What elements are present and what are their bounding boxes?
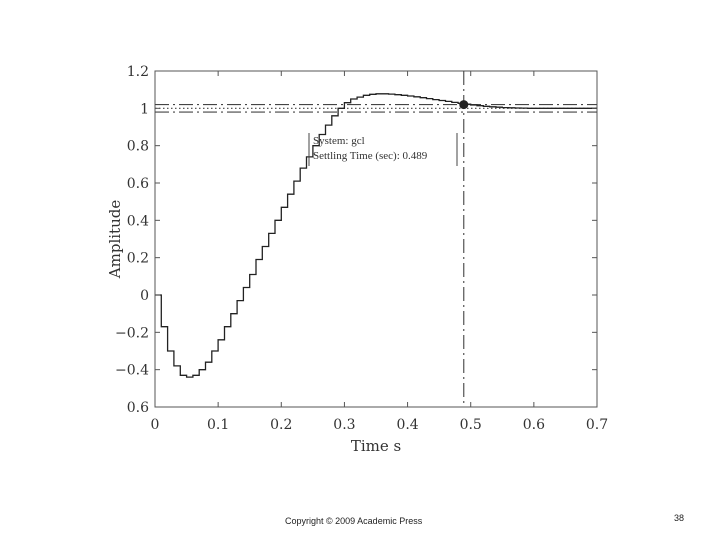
- y-tick-label: −0.4: [115, 363, 149, 379]
- y-tick-label: 0.6: [127, 400, 149, 416]
- annotation-settling-text: Settling Time (sec): 0.489: [313, 150, 428, 162]
- settling-time-annotation: System: gcl Settling Time (sec): 0.489: [308, 133, 458, 166]
- y-tick-label: 0: [140, 288, 149, 304]
- x-tick-label: 0.2: [270, 417, 292, 433]
- x-tick-label: 0.7: [586, 417, 608, 433]
- y-tick-label: 0.2: [127, 251, 149, 267]
- x-tick-label: 0.6: [523, 417, 545, 433]
- plot-area: [154, 70, 598, 408]
- x-tick-label: 0: [151, 417, 160, 433]
- x-tick-label: 0.5: [460, 417, 482, 433]
- x-tick-label: 0.1: [207, 417, 229, 433]
- x-axis-label: Time s: [351, 437, 401, 455]
- y-tick-label: −0.2: [115, 325, 149, 341]
- x-tick-label: 0.3: [333, 417, 355, 433]
- x-tick-label: 0.4: [396, 417, 418, 433]
- settling-time-marker: [459, 100, 469, 110]
- x-axis: 0 0.1 0.2 0.3 0.4 0.5 0.6 0.7: [151, 71, 608, 433]
- annotation-system-text: System: gcl: [313, 135, 365, 147]
- y-axis-label: Amplitude: [106, 200, 124, 280]
- y-tick-label: 0.8: [127, 139, 149, 155]
- copyright-text: Copyright © 2009 Academic Press: [285, 516, 423, 526]
- y-tick-label: 0.6: [127, 176, 149, 192]
- y-tick-label: 1: [140, 101, 149, 117]
- slide-number: 38: [674, 513, 685, 523]
- step-response-line: [155, 93, 597, 378]
- plot-frame: [154, 70, 598, 408]
- y-axis: 0.6 −0.4 −0.2 0 0.2 0.4 0.6 0.8 1 1.2: [115, 64, 597, 416]
- y-tick-label: 0.4: [127, 213, 149, 229]
- y-tick-label: 1.2: [127, 64, 149, 80]
